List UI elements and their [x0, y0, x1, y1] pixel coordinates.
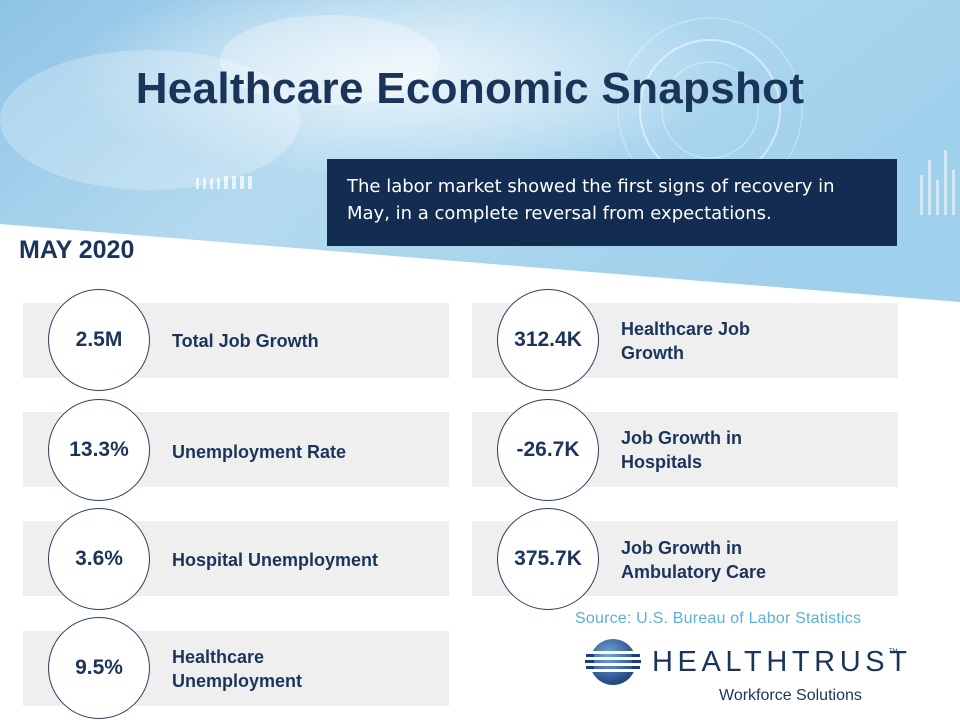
logo-subtitle: Workforce Solutions [719, 687, 862, 704]
stat-label-healthcare-unemployment: Healthcare Unemployment [172, 647, 303, 691]
healthtrust-globe-logo [584, 639, 642, 685]
stat-label-ambulatory-job-growth: Job Growth in Ambulatory Care [621, 538, 767, 582]
stat-value-ambulatory-job-growth: 375.7K [497, 508, 599, 610]
logo-wordmark: HEALTHTRUST [652, 646, 912, 678]
source-citation: Source: U.S. Bureau of Labor Statistics [575, 610, 862, 627]
stat-value-healthcare-unemployment: 9.5% [48, 617, 150, 719]
stat-label-hospital-job-growth: Job Growth in Hospitals [621, 428, 742, 472]
stat-value-healthcare-job-growth: 312.4K [497, 289, 599, 391]
stat-label-total-job-growth: Total Job Growth [172, 331, 319, 351]
logo-trademark: TM [889, 649, 898, 655]
stat-value-hospital-job-growth: -26.7K [497, 399, 599, 501]
stat-value-unemployment-rate: 13.3% [48, 399, 150, 501]
stat-label-hospital-unemployment: Hospital Unemployment [172, 550, 379, 570]
banner-background-image [0, 0, 960, 302]
report-date: MAY 2020 [19, 236, 135, 264]
stat-label-healthcare-job-growth: Healthcare Job Growth [621, 319, 751, 363]
stat-value-total-job-growth: 2.5M [48, 289, 150, 391]
summary-callout: The labor market showed the first signs … [327, 159, 897, 246]
page-title: Healthcare Economic Snapshot [135, 64, 805, 113]
stat-label-unemployment-rate: Unemployment Rate [172, 442, 347, 462]
stat-value-hospital-unemployment: 3.6% [48, 508, 150, 610]
